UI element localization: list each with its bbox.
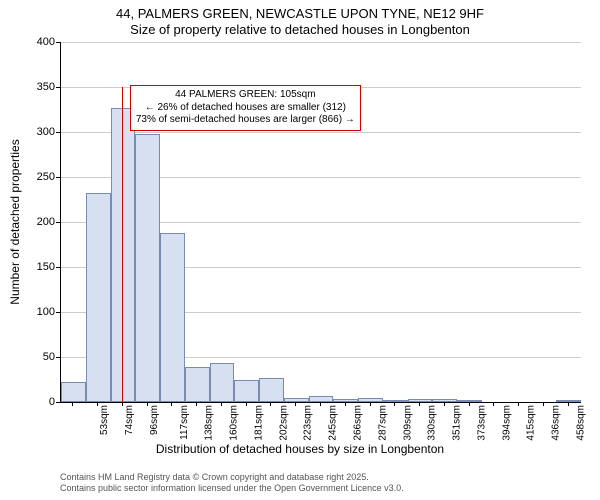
y-tick-label: 350 [5, 81, 55, 93]
y-tick-mark [56, 87, 60, 88]
chart-title-line1: 44, PALMERS GREEN, NEWCASTLE UPON TYNE, … [0, 6, 600, 21]
histogram-bar [135, 134, 160, 402]
x-tick-label: 138sqm [204, 405, 215, 441]
x-tick-mark [568, 402, 569, 406]
x-tick-mark [370, 402, 371, 406]
x-tick-mark [469, 402, 470, 406]
histogram-bar [160, 233, 185, 402]
x-tick-mark [270, 402, 271, 406]
x-tick-mark [345, 402, 346, 406]
x-tick-mark [493, 402, 494, 406]
x-tick-mark [295, 402, 296, 406]
y-tick-mark [56, 132, 60, 133]
annotation-line3: 73% of semi-detached houses are larger (… [136, 114, 355, 127]
x-tick-label: 117sqm [179, 405, 190, 440]
footer-line2: Contains public sector information licen… [60, 483, 404, 494]
y-tick-label: 0 [5, 396, 55, 408]
x-tick-label: 309sqm [402, 405, 413, 441]
y-tick-label: 300 [5, 126, 55, 138]
histogram-bar [61, 382, 86, 402]
y-tick-mark [56, 357, 60, 358]
x-tick-mark [122, 402, 123, 406]
x-tick-label: 373sqm [476, 405, 487, 441]
x-tick-mark [394, 402, 395, 406]
histogram-bar [210, 363, 235, 402]
x-tick-label: 330sqm [427, 405, 438, 441]
x-tick-label: 245sqm [328, 405, 339, 441]
x-tick-label: 202sqm [278, 405, 289, 441]
x-tick-label: 458sqm [575, 405, 586, 441]
chart-title-line2: Size of property relative to detached ho… [0, 22, 600, 37]
x-tick-mark [518, 402, 519, 406]
y-tick-label: 250 [5, 171, 55, 183]
y-tick-label: 200 [5, 216, 55, 228]
x-tick-label: 351sqm [452, 405, 463, 441]
x-tick-mark [196, 402, 197, 406]
plot-area: 44 PALMERS GREEN: 105sqm← 26% of detache… [60, 42, 581, 403]
y-tick-mark [56, 312, 60, 313]
y-tick-mark [56, 402, 60, 403]
x-tick-label: 415sqm [526, 405, 537, 441]
y-tick-mark [56, 177, 60, 178]
property-marker-line [122, 87, 123, 402]
histogram-bar [86, 193, 111, 402]
y-tick-mark [56, 267, 60, 268]
histogram-bar [556, 400, 581, 402]
x-tick-label: 74sqm [124, 405, 135, 435]
y-tick-mark [56, 42, 60, 43]
histogram-bar [333, 399, 358, 402]
x-tick-mark [543, 402, 544, 406]
x-tick-label: 96sqm [149, 405, 160, 435]
annotation-line2: ← 26% of detached houses are smaller (31… [136, 102, 355, 115]
histogram-bar [408, 399, 433, 402]
x-tick-mark [246, 402, 247, 406]
x-tick-label: 394sqm [501, 405, 512, 441]
histogram-bar [259, 378, 284, 402]
x-tick-mark [147, 402, 148, 406]
x-tick-label: 223sqm [303, 405, 314, 441]
annotation-line1: 44 PALMERS GREEN: 105sqm [136, 89, 355, 102]
x-axis-label: Distribution of detached houses by size … [0, 442, 600, 456]
histogram-bar [457, 400, 482, 402]
histogram-bar [234, 380, 259, 402]
histogram-bar [432, 399, 457, 402]
x-tick-mark [72, 402, 73, 406]
x-tick-label: 160sqm [229, 405, 240, 441]
y-tick-label: 150 [5, 261, 55, 273]
x-tick-mark [171, 402, 172, 406]
chart-container: 44, PALMERS GREEN, NEWCASTLE UPON TYNE, … [0, 0, 600, 500]
footer-line1: Contains HM Land Registry data © Crown c… [60, 472, 404, 483]
y-tick-label: 400 [5, 36, 55, 48]
y-tick-label: 50 [5, 351, 55, 363]
histogram-bar [383, 400, 408, 402]
histogram-bar [185, 367, 210, 402]
histogram-bar [358, 398, 383, 402]
histogram-bar [309, 396, 334, 402]
x-tick-label: 436sqm [551, 405, 562, 441]
footer-attribution: Contains HM Land Registry data © Crown c… [60, 472, 404, 494]
histogram-bar [111, 108, 136, 402]
histogram-bar [284, 398, 309, 403]
gridline [61, 42, 581, 43]
x-tick-mark [221, 402, 222, 406]
x-tick-label: 53sqm [99, 405, 110, 435]
x-tick-mark [97, 402, 98, 406]
x-tick-label: 266sqm [353, 405, 364, 441]
y-tick-mark [56, 222, 60, 223]
x-tick-mark [419, 402, 420, 406]
x-tick-label: 287sqm [377, 405, 388, 441]
x-tick-mark [444, 402, 445, 406]
x-tick-mark [320, 402, 321, 406]
annotation-box: 44 PALMERS GREEN: 105sqm← 26% of detache… [130, 85, 361, 131]
y-tick-label: 100 [5, 306, 55, 318]
x-tick-label: 181sqm [254, 405, 265, 441]
